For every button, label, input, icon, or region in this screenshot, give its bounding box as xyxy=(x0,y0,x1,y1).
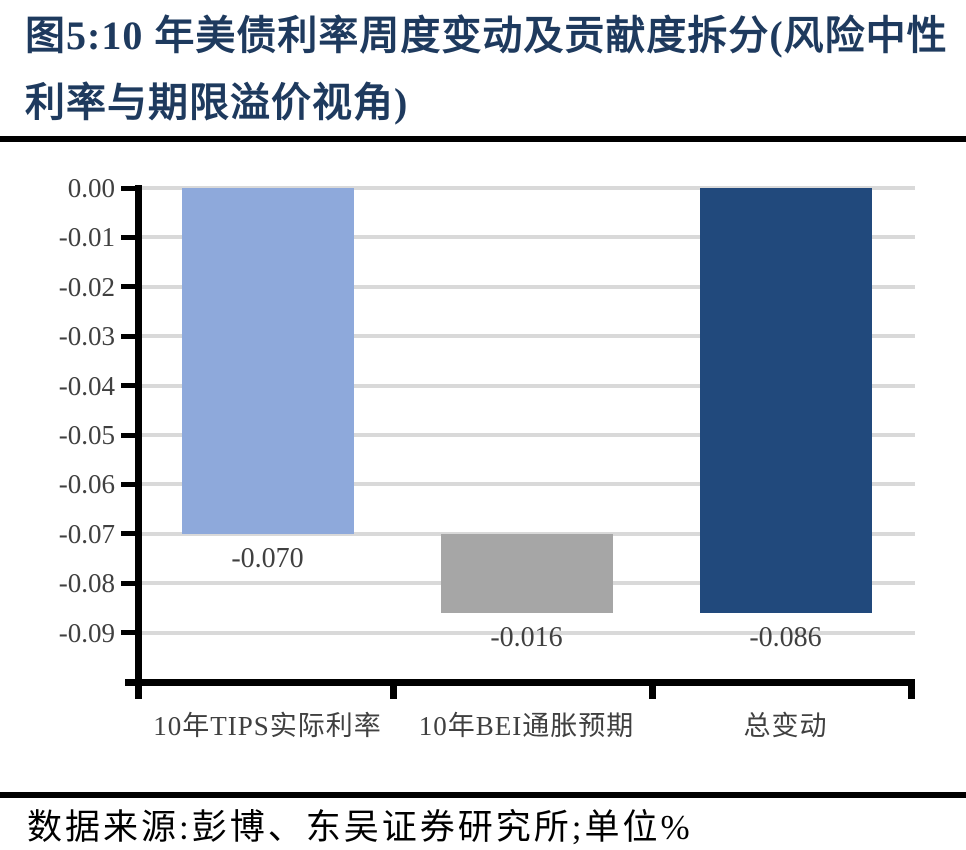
y-axis-tick xyxy=(121,383,135,389)
x-axis-line xyxy=(125,679,915,686)
y-axis-label: 0.00 xyxy=(67,173,115,203)
y-axis-tick xyxy=(121,284,135,290)
source-divider xyxy=(0,792,966,798)
figure-title-line2: 利率与期限溢价视角) xyxy=(25,80,409,125)
y-axis-tick xyxy=(121,185,135,191)
y-axis-label: -0.07 xyxy=(58,518,115,549)
y-axis-label: -0.06 xyxy=(58,469,115,500)
x-axis-label: 总变动 xyxy=(743,711,828,741)
y-axis-label: -0.01 xyxy=(58,222,115,253)
gridline xyxy=(142,482,915,487)
gridline xyxy=(142,284,915,289)
bar-value-label: -0.070 xyxy=(231,542,304,574)
gridline xyxy=(142,235,915,240)
y-axis-label: -0.08 xyxy=(58,568,115,599)
gridline xyxy=(142,433,915,437)
figure-title: 图5:10 年美债利率周度变动及贡献度拆分(风险中性 利率与期限溢价视角) xyxy=(25,2,955,136)
y-axis-tick xyxy=(121,481,135,487)
bar-value-label: -0.016 xyxy=(490,621,563,653)
y-axis-tick xyxy=(121,234,135,240)
y-axis-label: -0.03 xyxy=(58,321,115,352)
y-axis-label: -0.04 xyxy=(58,370,115,401)
y-axis-tick xyxy=(121,333,135,339)
x-axis-tick xyxy=(390,686,397,699)
bar xyxy=(440,533,613,613)
bar xyxy=(699,188,872,613)
y-axis-label: -0.09 xyxy=(58,617,115,648)
gridline xyxy=(142,383,915,388)
title-divider xyxy=(0,136,966,142)
y-axis-tick xyxy=(121,531,135,537)
y-axis-line xyxy=(135,185,142,699)
y-axis-tick xyxy=(121,580,135,586)
gridline xyxy=(142,630,915,635)
x-axis-label: 10年TIPS实际利率 xyxy=(153,711,382,741)
gridline xyxy=(142,334,915,339)
y-axis-label: -0.05 xyxy=(58,420,115,450)
x-axis-label: 10年BEI通胀预期 xyxy=(418,711,635,741)
x-axis-tick xyxy=(908,686,915,699)
y-axis-tick xyxy=(121,432,135,438)
x-axis-tick xyxy=(649,686,656,699)
y-axis-tick xyxy=(121,630,135,636)
source-note: 数据来源:彭博、东吴证券研究所;单位% xyxy=(27,808,693,847)
figure-title-line1: 图5:10 年美债利率周度变动及贡献度拆分(风险中性 xyxy=(25,13,948,58)
y-axis-label: -0.02 xyxy=(58,271,115,302)
bar-value-label: -0.086 xyxy=(749,621,822,653)
gridline xyxy=(142,186,915,190)
bar xyxy=(181,188,354,534)
